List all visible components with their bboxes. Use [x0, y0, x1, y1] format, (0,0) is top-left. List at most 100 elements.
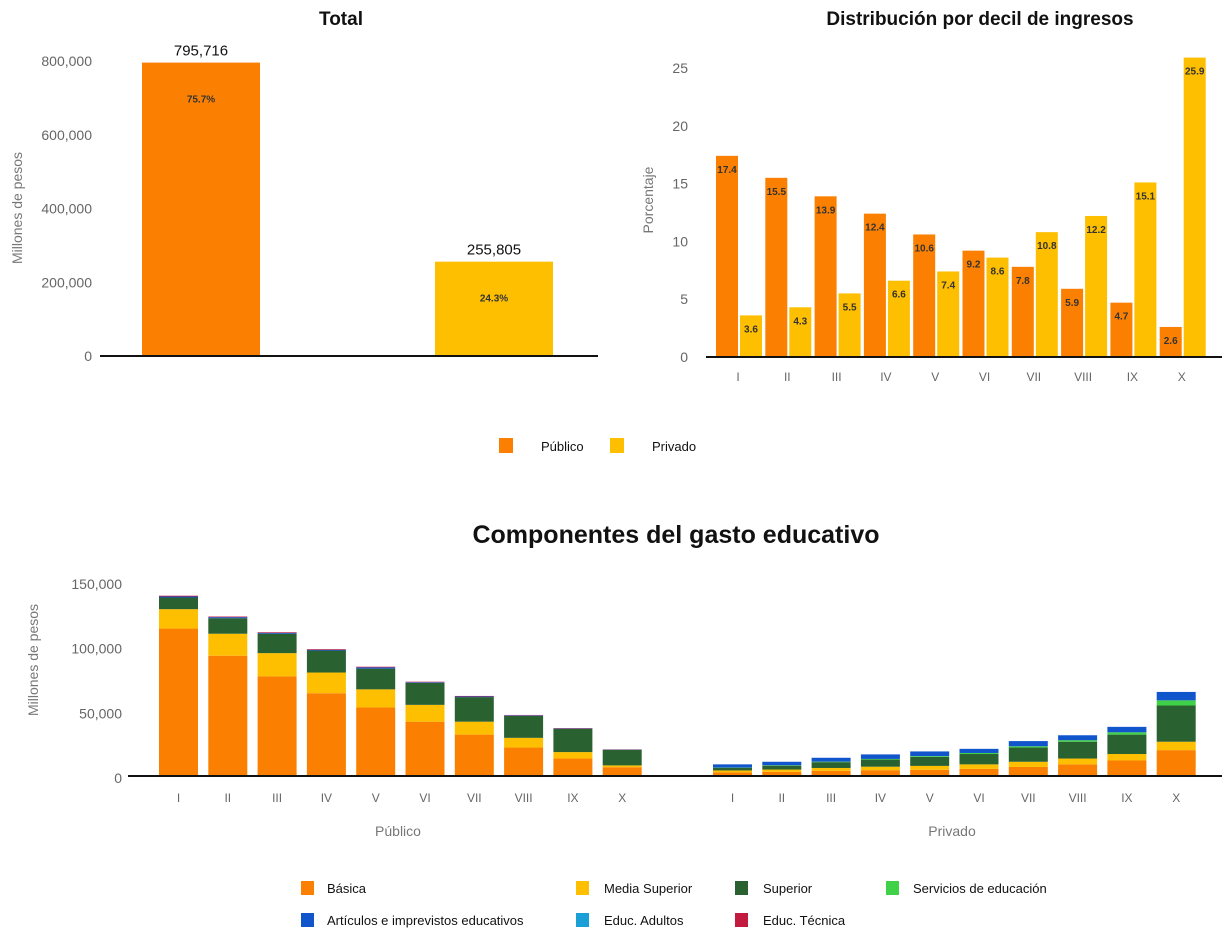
stack-segment-privado [1156, 705, 1196, 742]
legend-label-tecnica: Educ. Técnica [763, 913, 846, 928]
stack-segment-publico [504, 715, 544, 738]
stack-segment-privado [1058, 741, 1098, 759]
stack-segment-privado [811, 757, 851, 762]
stack-segment-publico [553, 728, 593, 753]
decile-x-tick-label: III [832, 370, 842, 384]
components-x-tick-label: VII [1021, 791, 1036, 805]
stack-segment-publico [504, 715, 544, 716]
total-y-tick-label: 400,000 [41, 201, 92, 217]
stack-segment-publico [159, 597, 198, 610]
legend-swatch-articulos [301, 913, 314, 927]
components-y-tick-label: 100,000 [71, 641, 122, 657]
total-y-tick-label: 0 [84, 348, 92, 364]
decile-y-tick-label: 20 [672, 118, 688, 134]
stack-segment-publico [159, 628, 198, 776]
stack-segment-privado [1107, 726, 1147, 733]
components-x-tick-label: IX [1121, 791, 1132, 805]
decile-x-tick-label: IV [880, 370, 891, 384]
components-x-tick-label: I [731, 791, 734, 805]
decile-bar-publico [863, 213, 886, 357]
decile-x-tick-label: VII [1026, 370, 1041, 384]
decile-data-label-privado: 7.4 [941, 280, 955, 291]
stack-segment-privado [713, 772, 752, 776]
decile-bar-privado [789, 307, 812, 357]
total-bar [435, 261, 553, 356]
decile-bar-publico [814, 196, 837, 357]
stack-segment-privado [860, 766, 900, 771]
stack-segment-publico [504, 737, 544, 748]
decile-bar-publico [1011, 266, 1034, 357]
decile-x-tick-label: V [931, 370, 939, 384]
stack-segment-privado [860, 754, 900, 759]
legend-label-media-superior: Media Superior [604, 881, 693, 896]
decile-bar-publico [1110, 302, 1133, 357]
top-legend: Público Privado [499, 438, 696, 454]
stack-segment-publico [208, 618, 248, 634]
decile-bar-privado [740, 315, 762, 357]
stack-segment-privado [910, 756, 950, 766]
stack-segment-publico [602, 767, 642, 776]
stack-segment-publico [504, 747, 544, 776]
stack-segment-publico [356, 668, 396, 690]
stack-segment-publico [257, 632, 297, 633]
stack-segment-publico [553, 752, 593, 759]
decile-data-label-privado: 6.6 [892, 290, 906, 301]
components-x-tick-label: III [272, 791, 282, 805]
stack-segment-privado [811, 770, 851, 776]
decile-chart-title: Distribución por decil de ingresos [826, 9, 1133, 30]
components-x-tick-label: VIII [1069, 791, 1087, 805]
decile-bar-publico [765, 177, 788, 357]
components-x-tick-label: X [618, 791, 626, 805]
components-x-tick-label: I [177, 791, 180, 805]
decile-bar-privado [887, 280, 910, 357]
decile-x-tick-label: VI [979, 370, 990, 384]
decile-data-label-privado: 4.3 [793, 316, 807, 327]
group-label-publico: Público [375, 823, 421, 839]
stack-segment-privado [1156, 700, 1196, 706]
stack-segment-publico [454, 695, 494, 697]
decile-data-label-publico: 13.9 [816, 205, 836, 216]
stack-segment-publico [159, 596, 198, 598]
decile-data-label-publico: 7.8 [1016, 276, 1030, 287]
components-x-tick-label: X [1172, 791, 1180, 805]
stack-segment-privado [959, 764, 999, 769]
stack-segment-privado [910, 756, 950, 757]
stack-segment-privado [1107, 734, 1147, 755]
stack-segment-publico [159, 609, 198, 629]
stack-segment-privado [811, 767, 851, 771]
components-x-tick-label: VIII [515, 791, 533, 805]
decile-x-tick-label: X [1178, 370, 1186, 384]
stack-segment-privado [959, 752, 999, 755]
stack-segment-publico [454, 734, 494, 776]
stack-segment-privado [910, 751, 950, 757]
stack-segment-privado [860, 758, 900, 760]
stack-segment-privado [1107, 760, 1147, 776]
stack-segment-publico [208, 617, 248, 619]
components-x-tick-label: III [826, 791, 836, 805]
decile-x-tick-label: IX [1127, 370, 1138, 384]
stack-segment-publico [405, 682, 445, 705]
stack-segment-privado [910, 769, 950, 776]
legend-label-publico: Público [541, 439, 584, 454]
legend-label-adultos: Educ. Adultos [604, 913, 684, 928]
stack-segment-privado [959, 754, 999, 765]
components-y-axis-title: Millones de pesos [25, 604, 41, 716]
decile-bar-privado [1085, 215, 1108, 357]
components-x-tick-label: VII [467, 791, 482, 805]
stack-segment-privado [1058, 758, 1098, 765]
decile-bar-publico [1061, 288, 1084, 357]
components-x-tick-label: V [926, 791, 934, 805]
decile-bar-publico [1159, 326, 1182, 357]
total-y-tick-label: 800,000 [41, 53, 92, 69]
stack-segment-privado [959, 748, 999, 753]
total-bar [142, 62, 260, 357]
decile-y-axis-title: Porcentaje [640, 166, 656, 233]
stack-segment-publico [454, 696, 494, 698]
legend-swatch-basica [301, 881, 314, 895]
decile-bar-privado [838, 293, 861, 357]
legend-label-articulos: Artículos e imprevistos educativos [327, 913, 524, 928]
components-y-tick-label: 50,000 [79, 705, 122, 721]
stack-segment-privado [1008, 746, 1048, 748]
decile-x-tick-label: I [736, 370, 739, 384]
